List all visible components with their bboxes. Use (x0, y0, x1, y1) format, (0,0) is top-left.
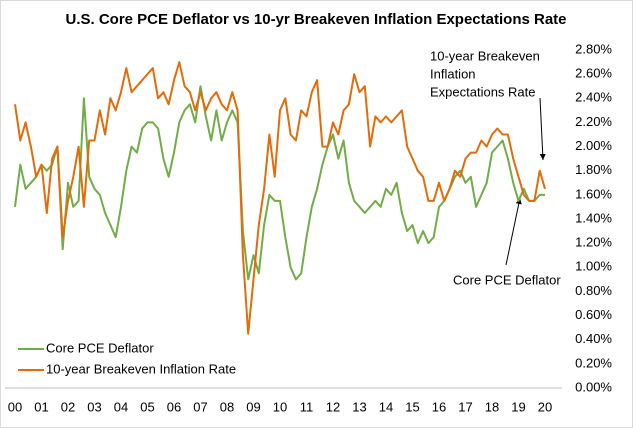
y-tick-label: 1.40% (575, 210, 612, 225)
x-tick-label: 16 (432, 399, 446, 414)
y-tick-label: 2.60% (575, 66, 612, 81)
y-tick-label: 0.00% (575, 379, 612, 394)
x-tick-label: 15 (405, 399, 419, 414)
y-tick-label: 2.40% (575, 90, 612, 105)
y-tick-label: 0.20% (575, 355, 612, 370)
x-tick-label: 03 (87, 399, 101, 414)
annotation: 10-year Breakeven (430, 48, 540, 63)
x-tick-label: 09 (246, 399, 260, 414)
y-tick-label: 1.20% (575, 235, 612, 250)
chart-title: U.S. Core PCE Deflator vs 10-yr Breakeve… (66, 11, 567, 28)
y-tick-label: 2.00% (575, 138, 612, 153)
x-tick-label: 07 (193, 399, 207, 414)
annotation: Inflation (430, 66, 476, 81)
x-tick-label: 02 (61, 399, 75, 414)
series-line (14, 85, 545, 281)
x-tick-label: 17 (458, 399, 472, 414)
x-tick-label: 01 (34, 399, 48, 414)
y-tick-label: 2.20% (575, 114, 612, 129)
y-tick-label: 1.80% (575, 162, 612, 177)
x-tick-label: 13 (352, 399, 366, 414)
x-tick-label: 06 (167, 399, 181, 414)
x-tick-label: 08 (220, 399, 234, 414)
series-line (14, 61, 546, 335)
x-tick-label: 04 (114, 399, 128, 414)
x-tick-label: 14 (379, 399, 393, 414)
x-tick-label: 12 (326, 399, 340, 414)
annotation-arrow (505, 197, 522, 266)
y-tick-label: 1.60% (575, 186, 612, 201)
legend-label: 10-year Breakeven Inflation Rate (46, 361, 236, 376)
x-tick-label: 19 (511, 399, 525, 414)
x-tick-label: 05 (140, 399, 154, 414)
x-tick-label: 00 (8, 399, 22, 414)
legend-label: Core PCE Deflator (46, 340, 154, 355)
x-tick-label: 20 (538, 399, 552, 414)
x-tick-label: 10 (273, 399, 287, 414)
annotation: Core PCE Deflator (453, 272, 561, 287)
annotation: Expectations Rate (430, 84, 536, 99)
y-tick-label: 0.60% (575, 307, 612, 322)
y-tick-label: 0.40% (575, 331, 612, 346)
x-tick-label: 18 (485, 399, 499, 414)
y-tick-label: 1.00% (575, 259, 612, 274)
y-tick-label: 2.80% (575, 41, 612, 56)
annotation-arrow (539, 97, 546, 161)
y-tick-label: 0.80% (575, 283, 612, 298)
x-tick-label: 11 (300, 399, 314, 414)
